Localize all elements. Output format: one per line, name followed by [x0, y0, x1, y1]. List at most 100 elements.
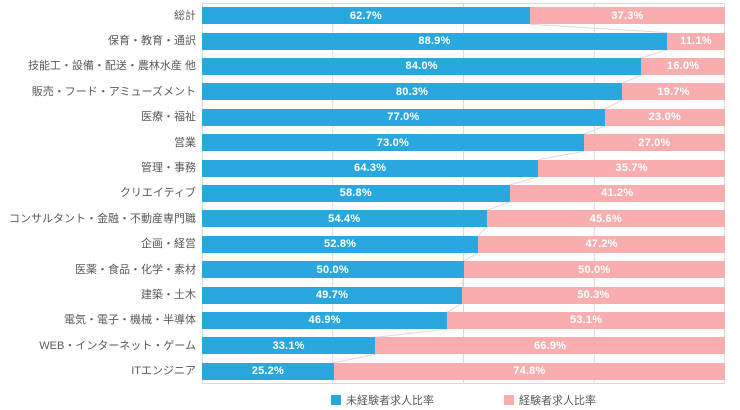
- bar-row: 保育・教育・通訳 88.9% 11.1%: [0, 28, 740, 53]
- value-label: 84.0%: [405, 60, 438, 73]
- inexperienced-bar-segment: 46.9%: [202, 311, 448, 329]
- value-label: 11.1%: [680, 35, 712, 48]
- value-label: 64.3%: [354, 162, 387, 175]
- value-label: 77.0%: [387, 111, 420, 124]
- bar-row: ITエンジニア 25.2% 74.8%: [0, 359, 740, 384]
- experienced-bar-segment: 19.7%: [621, 83, 725, 101]
- inexperienced-bar-segment: 80.3%: [202, 83, 622, 101]
- value-label: 53.1%: [570, 314, 603, 327]
- connector-line: [538, 150, 584, 161]
- value-label: 37.3%: [611, 9, 644, 22]
- value-label: 50.0%: [316, 263, 349, 276]
- inexperienced-bar-segment: 52.8%: [202, 235, 479, 253]
- connector-line: [583, 125, 605, 135]
- category-label: 営業: [174, 136, 196, 149]
- inexperienced-bar-segment: 88.9%: [202, 32, 667, 50]
- bar-track: 54.4% 45.6%: [202, 210, 725, 228]
- bar-row: 建築・土木 49.7% 50.3%: [0, 282, 740, 307]
- experienced-bar-segment: 23.0%: [604, 108, 725, 126]
- inexperienced-bar-segment: 77.0%: [202, 108, 605, 126]
- category-label: 医薬・食品・化学・素材: [75, 263, 196, 276]
- connector-line: [529, 23, 667, 34]
- experienced-bar-segment: 27.0%: [583, 134, 725, 152]
- value-label: 50.0%: [578, 263, 611, 276]
- category-label: 保育・教育・通訳: [108, 35, 196, 48]
- connector-line: [641, 49, 668, 59]
- bar-row: 医療・福祉 77.0% 23.0%: [0, 105, 740, 130]
- experienced-bar-segment: 35.7%: [538, 159, 725, 177]
- inexperienced-bar-segment: 84.0%: [202, 57, 642, 75]
- connector-line: [333, 353, 376, 364]
- bar-row: 営業 73.0% 27.0%: [0, 130, 740, 155]
- category-label: WEB・インターネット・ゲーム: [39, 339, 196, 352]
- inexperienced-bar-segment: 33.1%: [202, 337, 376, 355]
- value-label: 16.0%: [667, 60, 700, 73]
- category-label: コンサルタント・金融・不動産専門職: [9, 212, 196, 225]
- legend-label: 経験者求人比率: [519, 395, 596, 407]
- value-label: 80.3%: [395, 85, 429, 98]
- inexperienced-bar-segment: 62.7%: [202, 7, 530, 25]
- experienced-bar-segment: 16.0%: [641, 57, 725, 75]
- connector-line: [461, 278, 464, 287]
- bar-row: 技能工・設備・配送・農林水産 他 84.0% 16.0%: [0, 54, 740, 79]
- value-label: 66.9%: [533, 339, 567, 352]
- experienced-bar-segment: 11.1%: [666, 32, 725, 50]
- inexperienced-bar-segment: 49.7%: [202, 286, 462, 304]
- bar-row: 管理・事務 64.3% 35.7%: [0, 155, 740, 180]
- value-label: 45.6%: [589, 212, 622, 225]
- experienced-bar-segment: 74.8%: [333, 362, 725, 380]
- category-label: 企画・経営: [141, 238, 196, 251]
- connector-line: [375, 328, 448, 338]
- category-label: 総計: [174, 9, 196, 22]
- bar-track: 84.0% 16.0%: [202, 57, 725, 75]
- experienced-bar-segment: 66.9%: [375, 337, 725, 355]
- value-label: 88.9%: [418, 35, 451, 48]
- inexperienced-bar-segment: 54.4%: [202, 210, 487, 228]
- category-label: 建築・土木: [141, 289, 196, 302]
- value-label: 73.0%: [376, 136, 409, 149]
- connector-line: [447, 303, 463, 313]
- legend-item-inexperienced: 未経験者求人比率: [331, 392, 434, 408]
- value-label: 23.0%: [648, 111, 681, 124]
- value-label: 35.7%: [615, 162, 648, 175]
- experienced-bar-segment: 41.2%: [509, 184, 725, 202]
- value-label: 62.7%: [349, 9, 383, 22]
- connector-line: [621, 74, 642, 84]
- bar-row: 電気・電子・機械・半導体 46.9% 53.1%: [0, 308, 740, 333]
- bar-track: 58.8% 41.2%: [202, 184, 725, 202]
- experienced-bar-segment: 50.3%: [461, 286, 725, 304]
- category-label: 医療・福祉: [141, 111, 196, 124]
- inexperienced-bar-segment: 50.0%: [202, 261, 464, 279]
- bar-track: 49.7% 50.3%: [202, 286, 725, 304]
- value-label: 33.1%: [272, 339, 305, 352]
- connector-line: [486, 201, 510, 211]
- bar-row: WEB・インターネット・ゲーム 33.1% 66.9%: [0, 333, 740, 358]
- bar-track: 77.0% 23.0%: [202, 108, 725, 126]
- bar-track: 52.8% 47.2%: [202, 235, 725, 253]
- inexperienced-bar-segment: 25.2%: [202, 362, 334, 380]
- bar-row: 販売・フード・アミューズメント 80.3% 19.7%: [0, 79, 740, 104]
- value-label: 58.8%: [339, 187, 372, 200]
- connector-line: [509, 176, 539, 186]
- legend-swatch-experienced: [504, 395, 514, 405]
- legend-label: 未経験者求人比率: [346, 395, 434, 407]
- bar-track: 64.3% 35.7%: [202, 159, 725, 177]
- experienced-bar-segment: 45.6%: [486, 210, 725, 228]
- connector-line: [463, 252, 479, 262]
- value-label: 74.8%: [513, 365, 546, 378]
- value-label: 46.9%: [308, 314, 341, 327]
- experienced-bar-segment: 53.1%: [447, 311, 725, 329]
- category-label: クリエイティブ: [119, 187, 196, 200]
- inexperienced-bar-segment: 73.0%: [202, 134, 584, 152]
- bar-row: 企画・経営 52.8% 47.2%: [0, 232, 740, 257]
- experienced-bar-segment: 37.3%: [529, 7, 725, 25]
- connector-line: [604, 99, 623, 110]
- legend-swatch-inexperienced: [331, 395, 341, 405]
- bar-track: 80.3% 19.7%: [202, 83, 725, 101]
- category-label: 管理・事務: [141, 162, 196, 175]
- bar-track: 88.9% 11.1%: [202, 32, 725, 50]
- bar-track: 50.0% 50.0%: [202, 261, 725, 279]
- category-label: 販売・フード・アミューズメント: [31, 85, 196, 98]
- value-label: 49.7%: [315, 289, 349, 302]
